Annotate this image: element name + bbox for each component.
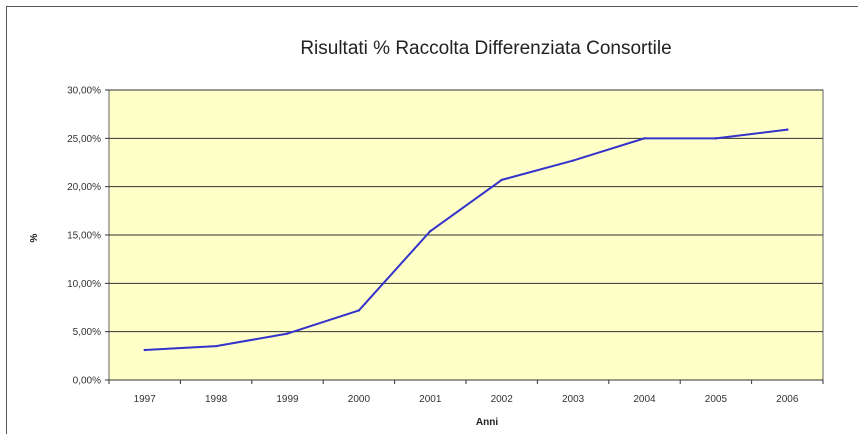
x-axis-label: Anni [476, 417, 498, 428]
x-axis-ticks: 1997 1998 1999 2000 2001 2002 2003 2004 2005 2006 [108, 380, 824, 405]
x-tick-label: 2001 [419, 394, 442, 405]
data-point [357, 309, 361, 312]
data-point [500, 178, 503, 182]
x-tick-label: 2003 [562, 394, 585, 405]
data-point [571, 159, 575, 162]
x-tick-label: 1998 [205, 394, 228, 405]
x-tick-label: 1999 [276, 394, 299, 405]
data-point [143, 348, 146, 352]
x-tick-label: 1997 [134, 394, 157, 405]
y-tick-label: 5,00% [73, 327, 101, 338]
x-tick-label: 2004 [633, 394, 656, 405]
series-layer [143, 128, 789, 352]
chart: Risultati % Raccolta Differenziata Conso… [29, 38, 824, 428]
y-axis-ticks: 0,00% 5,00% 10,00% 15,00% 20,00% 25,00% 30,00% [67, 86, 109, 387]
series-line [144, 128, 788, 352]
y-tick-label: 10,00% [67, 279, 101, 290]
data-point [214, 344, 218, 348]
chart-title: Risultati % Raccolta Differenziata Conso… [300, 38, 671, 59]
y-tick-label: 15,00% [67, 231, 101, 242]
y-tick-label: 30,00% [67, 86, 101, 97]
x-tick-label: 2002 [491, 394, 514, 405]
data-point [714, 137, 718, 140]
y-tick-label: 0,00% [73, 376, 101, 387]
x-tick-label: 2006 [776, 394, 799, 405]
y-axis-label: % [29, 233, 40, 242]
y-tick-label: 20,00% [67, 182, 101, 193]
x-tick-label: 2000 [348, 394, 371, 405]
data-point [429, 229, 432, 233]
data-point [643, 137, 646, 140]
y-tick-label: 25,00% [67, 134, 101, 145]
x-tick-label: 2005 [705, 394, 728, 405]
data-point [786, 128, 789, 131]
chart-frame: Risultati % Raccolta Differenziata Conso… [6, 6, 858, 434]
data-point [286, 332, 289, 335]
